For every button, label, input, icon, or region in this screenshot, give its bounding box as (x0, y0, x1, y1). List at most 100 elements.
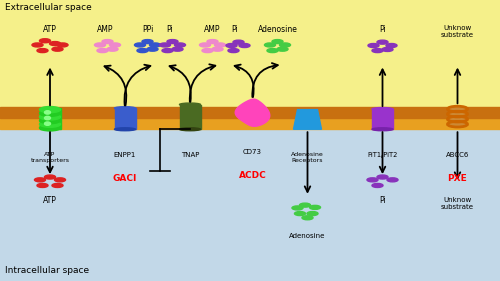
Bar (114, 108, 136, 129)
Bar (0, 118, 500, 129)
Bar (0, 107, 500, 118)
Ellipse shape (310, 205, 320, 209)
Ellipse shape (300, 203, 310, 207)
Ellipse shape (162, 49, 173, 53)
Ellipse shape (292, 206, 303, 210)
Ellipse shape (54, 178, 66, 182)
Ellipse shape (382, 47, 393, 51)
Text: ABCC6: ABCC6 (446, 152, 469, 158)
Ellipse shape (200, 43, 210, 47)
Ellipse shape (174, 43, 186, 47)
Ellipse shape (180, 103, 201, 106)
Ellipse shape (226, 44, 237, 47)
Polygon shape (235, 99, 270, 126)
Ellipse shape (372, 128, 393, 131)
Ellipse shape (167, 40, 178, 44)
Text: ATP: ATP (43, 25, 57, 34)
Ellipse shape (40, 39, 50, 43)
Text: Adenosine: Adenosine (258, 25, 298, 34)
Ellipse shape (212, 47, 223, 51)
Text: Adenosine: Adenosine (290, 233, 326, 239)
Ellipse shape (294, 212, 306, 216)
Text: Unknow
substrate: Unknow substrate (441, 197, 474, 210)
Ellipse shape (40, 125, 60, 131)
Ellipse shape (449, 122, 466, 126)
Polygon shape (294, 110, 322, 129)
Ellipse shape (32, 43, 43, 47)
Ellipse shape (97, 49, 108, 53)
Ellipse shape (239, 44, 250, 47)
Text: Adenosine
Receptors: Adenosine Receptors (291, 152, 324, 162)
Ellipse shape (449, 107, 466, 111)
Ellipse shape (233, 40, 244, 44)
Text: ATP
transporters: ATP transporters (30, 152, 70, 162)
Ellipse shape (114, 128, 136, 131)
Ellipse shape (267, 49, 278, 53)
Text: PiT1/PiT2: PiT1/PiT2 (368, 152, 398, 158)
Ellipse shape (147, 47, 158, 51)
Ellipse shape (180, 128, 201, 131)
Ellipse shape (449, 117, 466, 121)
Text: Pi: Pi (166, 25, 173, 34)
Ellipse shape (40, 121, 60, 127)
Ellipse shape (386, 44, 397, 47)
Ellipse shape (44, 122, 51, 125)
Ellipse shape (150, 43, 160, 47)
Ellipse shape (134, 43, 145, 47)
Ellipse shape (52, 183, 63, 187)
Ellipse shape (37, 49, 48, 53)
Ellipse shape (387, 178, 398, 182)
Text: ATP: ATP (43, 196, 57, 205)
Ellipse shape (214, 43, 226, 47)
Ellipse shape (307, 212, 318, 216)
Ellipse shape (367, 178, 378, 182)
Text: Intracellular space: Intracellular space (5, 266, 89, 275)
Ellipse shape (160, 43, 170, 47)
Ellipse shape (44, 111, 51, 114)
Ellipse shape (44, 116, 51, 120)
Text: ACDC: ACDC (238, 171, 266, 180)
Ellipse shape (280, 43, 290, 47)
Text: CD73: CD73 (243, 149, 262, 155)
Text: AMP: AMP (204, 25, 221, 34)
Bar (40, 108, 60, 129)
Ellipse shape (277, 47, 288, 51)
Ellipse shape (228, 49, 239, 53)
Ellipse shape (44, 175, 56, 179)
Ellipse shape (377, 40, 388, 44)
Ellipse shape (52, 47, 63, 51)
Text: Extracellular space: Extracellular space (5, 3, 92, 12)
Ellipse shape (40, 114, 60, 120)
Ellipse shape (377, 175, 388, 179)
Ellipse shape (368, 44, 379, 47)
Ellipse shape (272, 40, 283, 44)
Bar (372, 109, 393, 129)
Ellipse shape (94, 43, 106, 47)
Ellipse shape (142, 40, 153, 44)
Text: Pi: Pi (379, 196, 386, 205)
Text: AMP: AMP (97, 25, 113, 34)
Ellipse shape (37, 183, 48, 187)
Bar (0, 129, 500, 281)
Text: ENPP1: ENPP1 (114, 152, 136, 158)
Ellipse shape (40, 117, 60, 124)
Text: Pi: Pi (232, 25, 238, 34)
Ellipse shape (110, 43, 120, 47)
Ellipse shape (40, 110, 60, 116)
Ellipse shape (114, 107, 136, 110)
Ellipse shape (34, 178, 46, 182)
Ellipse shape (449, 112, 466, 116)
Ellipse shape (40, 106, 60, 113)
Ellipse shape (172, 47, 183, 51)
Bar (180, 105, 201, 129)
Ellipse shape (202, 49, 213, 53)
Ellipse shape (372, 183, 383, 187)
Text: PXE: PXE (448, 174, 468, 183)
Ellipse shape (57, 43, 68, 47)
Text: TNAP: TNAP (181, 152, 199, 158)
Ellipse shape (302, 216, 313, 220)
Text: Pi: Pi (379, 25, 386, 34)
Ellipse shape (372, 49, 383, 53)
Text: Unknow
substrate: Unknow substrate (441, 25, 474, 38)
Ellipse shape (107, 47, 118, 51)
